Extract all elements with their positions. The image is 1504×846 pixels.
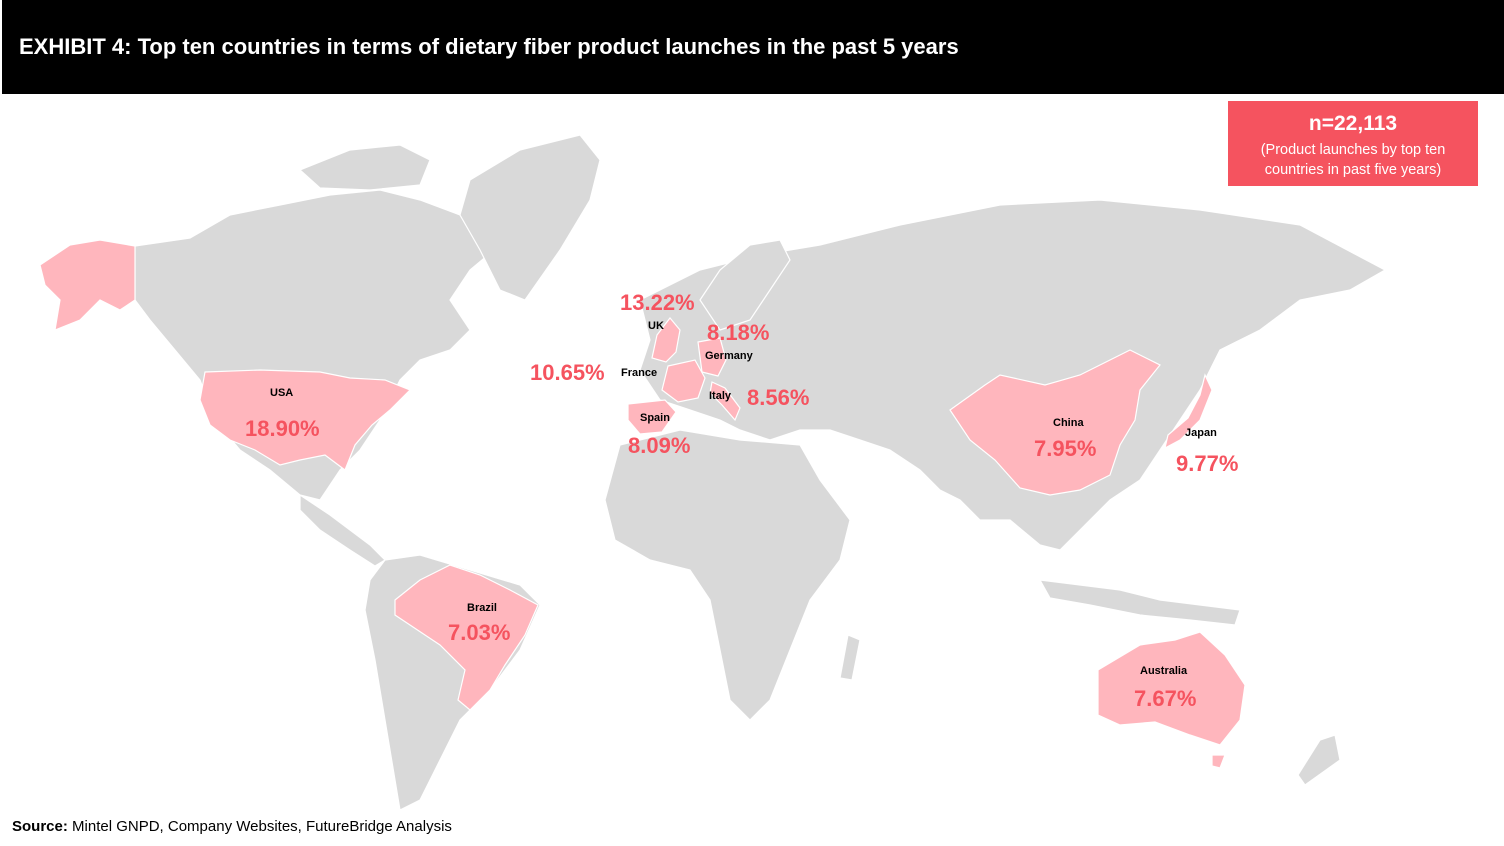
map-central-america bbox=[299, 493, 386, 567]
map-indonesia bbox=[1038, 579, 1241, 626]
country-brazil-shape bbox=[394, 564, 539, 711]
sample-size-box: n=22,113 (Product launches by top ten co… bbox=[1228, 101, 1478, 186]
country-italy-shape bbox=[709, 381, 741, 422]
country-share-france: 10.65% bbox=[530, 360, 605, 385]
map-africa bbox=[604, 429, 851, 721]
country-tasmania-shape bbox=[1211, 754, 1226, 769]
country-label-china: China bbox=[1053, 417, 1084, 429]
country-label-uk: UK bbox=[648, 320, 664, 332]
sample-size-value: n=22,113 bbox=[1308, 112, 1398, 135]
country-label-australia: Australia bbox=[1140, 665, 1188, 677]
exhibit-header: EXHIBIT 4: Top ten countries in terms of… bbox=[2, 0, 1504, 94]
country-alaska-shape bbox=[39, 239, 136, 331]
country-france-shape bbox=[661, 359, 706, 403]
country-japan-shape bbox=[1164, 373, 1213, 450]
country-label-france: France bbox=[621, 367, 658, 379]
country-share-china: 7.95% bbox=[1034, 436, 1097, 461]
source-note: Source: Mintel GNPD, Company Websites, F… bbox=[12, 818, 452, 835]
map-new-zealand bbox=[1297, 734, 1341, 786]
country-china-shape bbox=[949, 349, 1161, 496]
country-label-japan: Japan bbox=[1185, 427, 1217, 439]
map-eurasia bbox=[639, 199, 1387, 551]
map-madagascar bbox=[839, 634, 861, 681]
country-share-australia: 7.67% bbox=[1134, 686, 1197, 711]
country-label-spain: Spain bbox=[640, 412, 670, 424]
exhibit-title: EXHIBIT 4: Top ten countries in terms of… bbox=[19, 34, 959, 59]
sample-size-note: (Product launches by top ten countries i… bbox=[1260, 142, 1446, 178]
country-share-italy: 8.56% bbox=[747, 385, 810, 410]
country-share-germany: 8.18% bbox=[707, 320, 770, 345]
country-usa-shape bbox=[199, 369, 412, 471]
country-label-italy: Italy bbox=[709, 390, 732, 402]
country-uk-shape bbox=[651, 317, 681, 363]
country-spain-shape bbox=[627, 399, 677, 435]
country-share-spain: 8.09% bbox=[628, 433, 691, 458]
map-arctic-islands bbox=[298, 144, 431, 191]
map-scandinavia bbox=[699, 239, 791, 331]
country-share-japan: 9.77% bbox=[1176, 451, 1239, 476]
country-share-usa: 18.90% bbox=[245, 416, 320, 441]
map-greenland bbox=[459, 134, 601, 301]
source-text: Mintel GNPD, Company Websites, FutureBri… bbox=[72, 818, 452, 835]
country-label-brazil: Brazil bbox=[467, 602, 497, 614]
source-label: Source: bbox=[12, 818, 68, 835]
world-map bbox=[39, 134, 1387, 811]
country-germany-shape bbox=[697, 337, 727, 377]
country-share-brazil: 7.03% bbox=[448, 620, 511, 645]
country-share-uk: 13.22% bbox=[620, 290, 695, 315]
country-label-germany: Germany bbox=[705, 350, 753, 362]
country-label-usa: USA bbox=[270, 387, 294, 399]
country-australia-shape bbox=[1097, 631, 1246, 746]
